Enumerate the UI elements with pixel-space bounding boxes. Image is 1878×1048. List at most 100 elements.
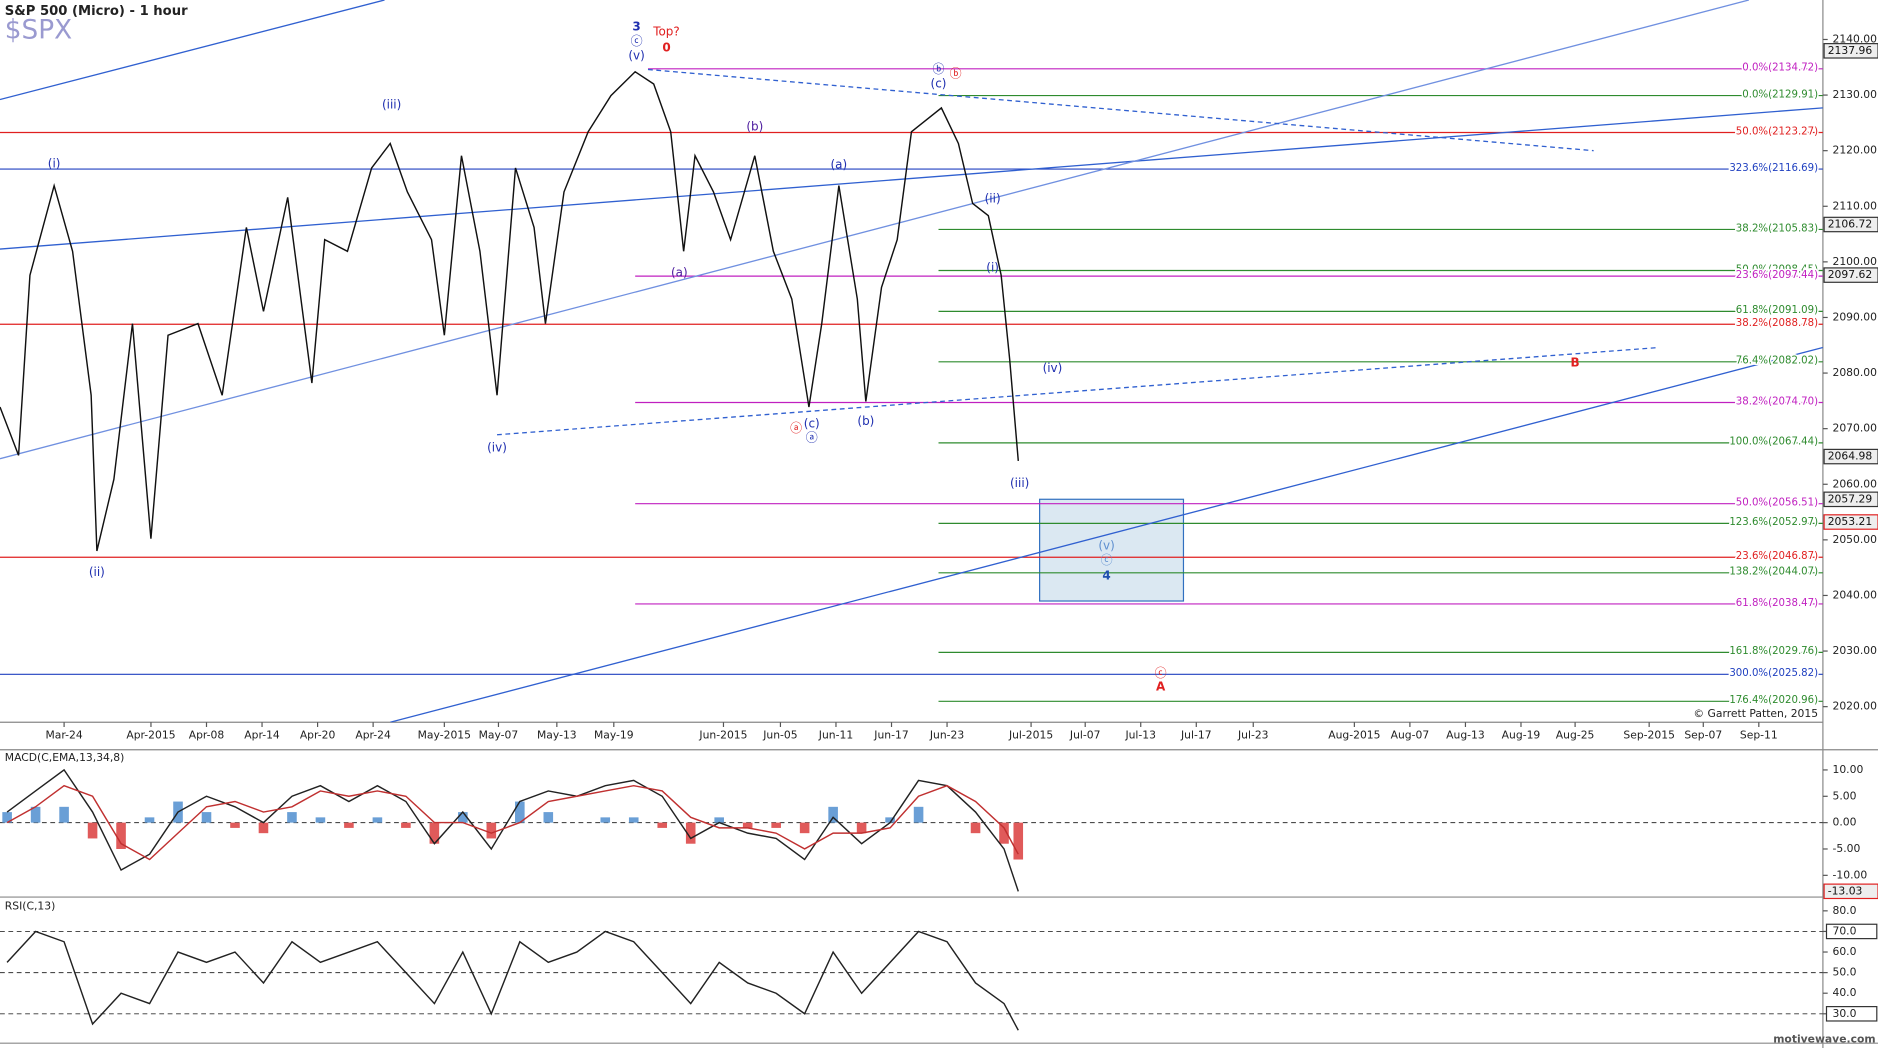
wave-label: (iv)	[1043, 361, 1063, 375]
y-tick-label: 2040.00	[1832, 588, 1877, 601]
y-tick-label: 2080.00	[1832, 366, 1877, 379]
histogram-bar	[87, 822, 98, 839]
trendline	[496, 346, 1660, 436]
x-tick-label: Apr-14	[244, 728, 280, 741]
y-tick-label: 5.00	[1832, 789, 1856, 802]
fib-level-label: 76.4%(2082.02)	[1736, 356, 1818, 367]
histogram-bar	[344, 822, 354, 828]
y-tick-label: 2120.00	[1832, 144, 1877, 157]
x-tick-label: Apr-2015	[126, 728, 175, 741]
fib-level-label: 0.0%(2134.72)	[1742, 63, 1818, 74]
credit: © Garrett Patten, 2015	[1693, 707, 1818, 720]
y-tick-label: 2130.00	[1832, 88, 1877, 101]
y-tick-label: 30.0	[1832, 1007, 1856, 1020]
trendline	[0, 0, 385, 101]
wave-label: 3	[632, 20, 640, 34]
histogram-bar	[429, 822, 440, 844]
fib-level-label: 61.8%(2091.09)	[1736, 305, 1818, 316]
fib-level-label: 38.2%(2105.83)	[1736, 223, 1818, 234]
fib-level-label: 138.2%(2044.07)	[1729, 567, 1818, 578]
x-tick-label: Jun-11	[818, 728, 853, 741]
x-tick-label: Aug-13	[1446, 728, 1485, 741]
histogram-bar	[401, 822, 411, 828]
wave-label: ⓒ	[1101, 553, 1113, 567]
fib-level-label: 50.0%(2098.45)	[1736, 264, 1818, 275]
histogram-bar	[515, 801, 525, 823]
wave-label: B	[1571, 356, 1580, 370]
histogram-bar	[714, 817, 724, 823]
price-marker-label: 2057.29	[1828, 492, 1873, 505]
histogram-bar	[999, 822, 1009, 844]
chart-subtitle: $SPX	[5, 16, 72, 46]
x-tick-label: Aug-19	[1502, 728, 1541, 741]
x-tick-label: Jul-13	[1124, 728, 1156, 741]
histogram-bar	[657, 822, 668, 828]
fib-level-label: 50.0%(2123.27)	[1736, 126, 1818, 137]
y-tick-label: 2110.00	[1832, 199, 1877, 212]
histogram-bar	[771, 822, 781, 828]
x-tick-label: Apr-20	[300, 728, 336, 741]
y-tick-label: -5.00	[1832, 842, 1860, 855]
wave-label: (i)	[986, 260, 999, 274]
price-line	[0, 70, 1020, 552]
wave-label: (b)	[746, 119, 763, 133]
x-tick-label: May-07	[479, 728, 519, 741]
histogram-bar	[30, 806, 41, 823]
wave-label: Top?	[652, 25, 680, 39]
price-marker-label: 2106.72	[1828, 218, 1873, 231]
wave-label: (v)	[1098, 538, 1114, 552]
panel-title: MACD(C,EMA,13,34,8)	[5, 751, 125, 764]
x-tick-label: Jun-17	[873, 728, 908, 741]
histogram-bar	[144, 817, 155, 823]
trendline	[390, 346, 1823, 723]
y-tick-label: 2050.00	[1832, 533, 1877, 546]
x-tick-label: Jul-23	[1237, 728, 1269, 741]
main-plot	[0, 0, 1823, 723]
histogram-bar	[230, 822, 240, 828]
x-tick-label: Jul-2015	[1008, 728, 1053, 741]
wave-label: (a)	[830, 158, 847, 172]
x-tick-label: Jun-2015	[698, 728, 747, 741]
histogram-bar	[258, 822, 269, 834]
histogram-bar	[685, 822, 696, 844]
histogram-bar	[287, 812, 297, 823]
y-tick-label: 0.00	[1832, 816, 1856, 829]
wave-label: (iii)	[1010, 476, 1029, 490]
price-marker-label: -13.03	[1828, 884, 1863, 897]
target-zone	[1039, 498, 1185, 602]
histogram-bar	[458, 812, 468, 823]
wave-label: ⓐ	[790, 421, 802, 435]
wave-label: (a)	[671, 265, 688, 279]
x-tick-label: Sep-11	[1740, 728, 1778, 741]
x-tick-label: Mar-24	[45, 728, 82, 741]
histogram-bar	[543, 812, 554, 823]
histogram-bar	[1013, 822, 1024, 860]
price-marker-label: 2137.96	[1828, 44, 1873, 57]
price-marker-label: 2064.98	[1828, 450, 1873, 463]
y-tick-label: 40.0	[1832, 986, 1856, 999]
fib-level-label: 161.8%(2029.76)	[1729, 646, 1818, 657]
x-tick-label: Apr-08	[189, 728, 225, 741]
histogram-bar	[600, 817, 611, 823]
wave-label: ⓒ	[1155, 666, 1167, 680]
price-marker-label: 2053.21	[1828, 515, 1873, 528]
fib-level-label: 0.0%(2129.91)	[1742, 89, 1818, 100]
x-tick-label: May-2015	[418, 728, 471, 741]
histogram-bar	[742, 822, 753, 828]
x-tick-label: Aug-07	[1391, 728, 1430, 741]
fib-level-label: 300.0%(2025.82)	[1729, 668, 1818, 679]
histogram-bar	[828, 806, 838, 823]
y-tick-label: 2140.00	[1832, 32, 1877, 45]
histogram-bar	[486, 822, 497, 839]
x-tick-label: Jul-17	[1180, 728, 1212, 741]
x-tick-label: May-13	[537, 728, 577, 741]
y-tick-label: 2090.00	[1832, 310, 1877, 323]
wave-label: (v)	[628, 49, 644, 63]
trendline	[0, 0, 1750, 460]
x-tick-label: Apr-24	[355, 728, 391, 741]
y-tick-label: 60.0	[1832, 945, 1856, 958]
y-tick-label: 10.00	[1832, 763, 1863, 776]
x-tick-label: Aug-2015	[1328, 728, 1380, 741]
indicator-line	[6, 768, 1019, 892]
